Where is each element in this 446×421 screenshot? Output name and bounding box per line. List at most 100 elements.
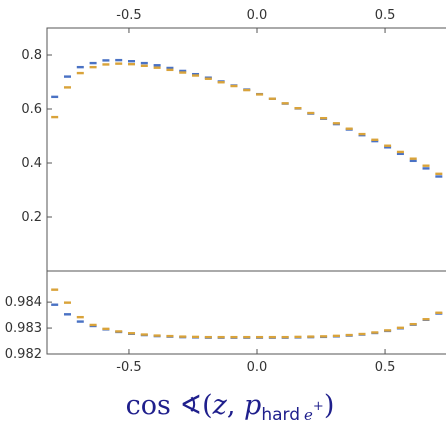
data-point xyxy=(89,323,97,327)
main-panel: -0.5 0.0 0.5 0.2 0.4 0.6 0.8 xyxy=(21,8,446,272)
data-point xyxy=(371,331,379,334)
ratio-x-ticks: -0.5 0.0 0.5 xyxy=(116,349,395,375)
data-point xyxy=(307,335,315,338)
data-point xyxy=(128,60,136,63)
data-point xyxy=(115,62,123,65)
x-tick-label: 0.5 xyxy=(375,360,396,375)
main-data-marks xyxy=(51,58,443,178)
data-point xyxy=(204,335,212,339)
data-point xyxy=(409,159,417,163)
data-point xyxy=(217,335,225,339)
data-point xyxy=(281,335,289,339)
data-point xyxy=(256,335,264,339)
x-tick-label: 0.0 xyxy=(247,360,268,375)
data-point xyxy=(332,334,340,338)
data-point xyxy=(115,58,123,62)
data-point xyxy=(153,334,161,337)
data-point xyxy=(166,66,174,70)
data-point xyxy=(281,102,289,105)
data-point xyxy=(243,335,251,339)
data-point xyxy=(409,322,417,326)
data-point xyxy=(192,72,200,76)
data-point xyxy=(371,138,379,141)
data-point xyxy=(51,115,59,119)
data-point xyxy=(396,150,404,154)
data-point xyxy=(51,95,59,99)
data-point xyxy=(102,327,110,331)
data-point xyxy=(371,139,379,143)
data-point xyxy=(128,62,136,66)
data-point xyxy=(140,64,148,67)
data-point xyxy=(358,132,366,136)
data-point xyxy=(294,106,302,110)
data-point xyxy=(89,65,97,69)
x-tick-label: -0.5 xyxy=(116,360,141,375)
data-point xyxy=(179,69,187,73)
y-tick-label: 0.983 xyxy=(5,321,42,336)
data-point xyxy=(63,301,71,304)
data-point xyxy=(76,65,84,69)
y-tick-label: 0.6 xyxy=(21,102,42,117)
top-x-tick-label: -0.5 xyxy=(116,8,141,23)
data-point xyxy=(51,288,59,291)
data-point xyxy=(204,77,212,80)
data-point xyxy=(435,175,443,178)
main-top-x-ticks: -0.5 0.0 0.5 xyxy=(116,8,395,33)
ratio-y-ticks: 0.982 0.983 0.984 xyxy=(5,295,52,362)
data-point xyxy=(153,64,161,67)
data-point xyxy=(409,157,417,160)
y-tick-label: 0.8 xyxy=(21,48,42,63)
data-point xyxy=(128,332,136,335)
data-point xyxy=(320,116,328,120)
ratio-panel: -0.5 0.0 0.5 0.982 0.983 0.984 xyxy=(5,270,446,375)
data-point xyxy=(396,152,404,156)
data-point xyxy=(422,164,430,167)
data-point xyxy=(153,66,161,69)
data-point xyxy=(76,315,84,319)
data-point xyxy=(384,329,392,332)
main-y-ticks: 0.2 0.4 0.6 0.8 xyxy=(21,48,52,225)
data-point xyxy=(384,146,392,149)
data-point xyxy=(345,127,353,130)
data-point xyxy=(422,167,430,170)
data-point xyxy=(256,93,264,96)
y-tick-label: 0.984 xyxy=(5,295,42,310)
data-point xyxy=(102,63,110,66)
data-point xyxy=(294,335,302,339)
y-tick-label: 0.2 xyxy=(21,210,42,225)
y-tick-label: 0.4 xyxy=(21,156,42,171)
y-tick-label: 0.982 xyxy=(5,347,42,362)
data-point xyxy=(192,74,200,77)
data-point xyxy=(217,81,225,84)
data-point xyxy=(435,172,443,175)
data-point xyxy=(384,144,392,147)
top-x-tick-label: 0.5 xyxy=(375,8,396,23)
data-point xyxy=(230,335,238,339)
x-axis-title: cos ∢(z, phard e+) xyxy=(126,390,335,421)
data-point xyxy=(51,303,59,306)
data-point xyxy=(140,61,148,65)
data-point xyxy=(76,320,84,323)
ratio-panel-frame xyxy=(46,270,446,355)
data-point xyxy=(63,75,71,78)
data-point xyxy=(115,330,123,333)
data-point xyxy=(63,86,71,89)
data-point xyxy=(332,122,340,125)
top-x-tick-label: 0.0 xyxy=(247,8,268,23)
data-point xyxy=(179,335,187,338)
data-point xyxy=(422,318,430,321)
data-point xyxy=(166,334,174,338)
data-point xyxy=(358,332,366,336)
data-point xyxy=(243,88,251,92)
data-point xyxy=(179,71,187,74)
ratio-data-marks xyxy=(51,288,443,339)
data-point xyxy=(396,326,404,330)
data-point xyxy=(76,71,84,75)
data-point xyxy=(140,333,148,336)
data-point xyxy=(268,335,276,339)
data-point xyxy=(345,333,353,337)
data-point xyxy=(63,313,71,316)
data-point xyxy=(320,335,328,338)
data-point xyxy=(102,59,110,62)
